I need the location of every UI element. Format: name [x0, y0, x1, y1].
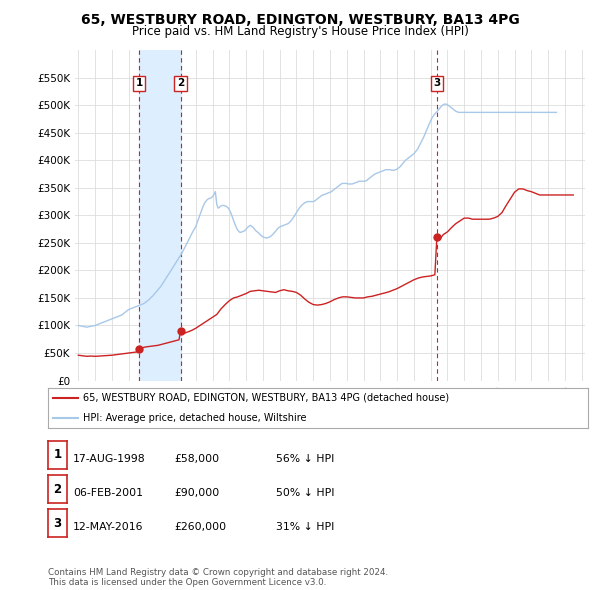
- Text: 06-FEB-2001: 06-FEB-2001: [73, 488, 143, 498]
- Text: HPI: Average price, detached house, Wiltshire: HPI: Average price, detached house, Wilt…: [83, 413, 307, 422]
- Text: 1: 1: [53, 448, 62, 461]
- Text: 65, WESTBURY ROAD, EDINGTON, WESTBURY, BA13 4PG: 65, WESTBURY ROAD, EDINGTON, WESTBURY, B…: [80, 13, 520, 27]
- Text: Contains HM Land Registry data © Crown copyright and database right 2024.
This d: Contains HM Land Registry data © Crown c…: [48, 568, 388, 587]
- Text: Price paid vs. HM Land Registry's House Price Index (HPI): Price paid vs. HM Land Registry's House …: [131, 25, 469, 38]
- Text: 3: 3: [433, 78, 440, 88]
- Text: 65, WESTBURY ROAD, EDINGTON, WESTBURY, BA13 4PG (detached house): 65, WESTBURY ROAD, EDINGTON, WESTBURY, B…: [83, 393, 449, 402]
- Text: 12-MAY-2016: 12-MAY-2016: [73, 522, 144, 532]
- Text: 50% ↓ HPI: 50% ↓ HPI: [276, 488, 335, 498]
- Text: 56% ↓ HPI: 56% ↓ HPI: [276, 454, 334, 464]
- Text: £58,000: £58,000: [174, 454, 219, 464]
- Text: 31% ↓ HPI: 31% ↓ HPI: [276, 522, 334, 532]
- Text: 3: 3: [53, 517, 62, 530]
- Text: £260,000: £260,000: [174, 522, 226, 532]
- Text: 17-AUG-1998: 17-AUG-1998: [73, 454, 146, 464]
- Text: £90,000: £90,000: [174, 488, 219, 498]
- Text: 1: 1: [136, 78, 143, 88]
- Bar: [139, 50, 181, 381]
- Text: 2: 2: [53, 483, 62, 496]
- Text: 2: 2: [177, 78, 184, 88]
